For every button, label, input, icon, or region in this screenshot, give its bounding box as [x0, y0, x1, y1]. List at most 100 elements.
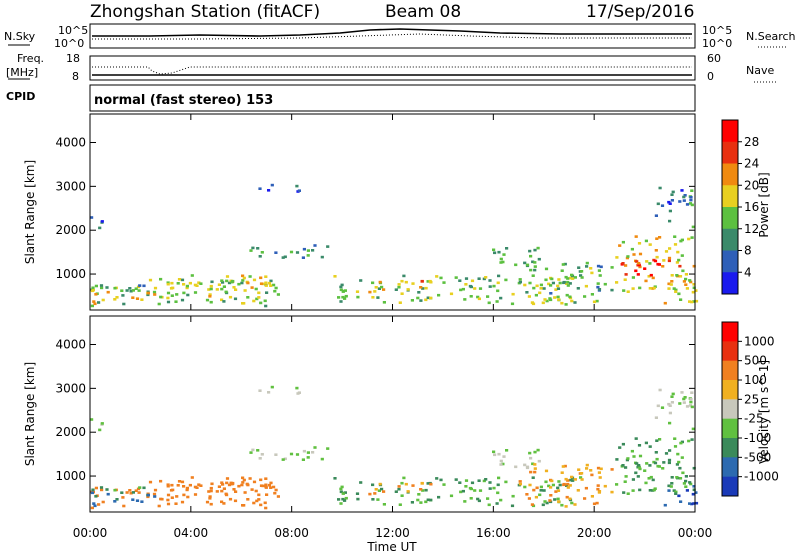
- power-echo-cell-5: [283, 255, 287, 259]
- power-echo-cell-14: [668, 209, 672, 213]
- power-echo-cell-11: [644, 279, 648, 283]
- power-echo-cell-7: [496, 289, 500, 293]
- velocity-echo-cell-11: [648, 464, 652, 467]
- power-echo-cell-7: [376, 296, 380, 299]
- velocity-echo-cell-4: [171, 488, 175, 492]
- power-echo-cell-14: [689, 195, 693, 199]
- power-echo-cell-5: [311, 249, 315, 252]
- x-axis-label: Time UT: [366, 540, 417, 554]
- power-echo-cell-1: [243, 289, 247, 292]
- power-echo-cell-11: [658, 236, 662, 239]
- power-echo-cell-9: [531, 260, 535, 264]
- velocity-echo-cell-7: [469, 497, 473, 500]
- velocity-echo-cell-13: [685, 489, 689, 492]
- velocity-echo-cell-7: [531, 476, 535, 479]
- power-colorbar-tick-label: 20: [744, 178, 759, 192]
- velocity-echo-cell-7: [424, 500, 428, 504]
- power-echo-cell-9: [536, 246, 540, 250]
- power-echo-cell-14: [660, 204, 665, 207]
- velocity-echo-cell-11: [651, 478, 655, 482]
- power-echo-cell-5: [251, 246, 255, 250]
- velocity-echo-cell-4: [241, 481, 245, 484]
- velocity-echo-cell-2: [92, 502, 96, 505]
- velocity-echo-cell-7: [553, 498, 557, 501]
- velocity-echo-cell-4: [197, 483, 201, 486]
- velocity-echo-cell-8: [382, 490, 386, 493]
- velocity-echo-cell-8: [404, 482, 408, 486]
- power-echo-cell-10: [566, 280, 570, 284]
- velocity-echo-cell-9: [499, 463, 503, 466]
- power-echo-cell-9: [514, 263, 518, 267]
- power-echo-cell-7: [492, 284, 496, 288]
- velocity-echo-cell-7: [523, 485, 527, 489]
- velocity-echo-cell-4: [182, 493, 186, 497]
- velocity-echo-cell-7: [417, 493, 421, 496]
- velocity-echo-cell-4: [234, 490, 238, 493]
- velocity-echo-cell-7: [439, 478, 443, 482]
- power-echo-cell-9: [493, 251, 497, 255]
- velocity-echo-cell-14: [670, 395, 674, 398]
- velocity-echo-cell-11: [647, 477, 651, 480]
- power-echo-cell-6: [297, 189, 301, 192]
- velocity-echo-cell-14: [690, 405, 694, 409]
- power-y-tick-label: 1000: [55, 267, 86, 281]
- velocity-echo-cell-3: [91, 488, 95, 492]
- power-echo-cell-8: [368, 290, 372, 294]
- velocity-echo-cell-10: [533, 463, 537, 466]
- velocity-echo-cell-12: [678, 466, 682, 470]
- velocity-echo-cell-7: [449, 494, 454, 498]
- velocity-echo-cell-7: [497, 476, 501, 480]
- power-echo-cell-7: [545, 299, 549, 303]
- power-echo-cell-10: [597, 269, 601, 272]
- power-echo-cell-5: [258, 255, 262, 258]
- velocity-echo-cell-7: [469, 487, 473, 491]
- power-echo-cell-8: [419, 286, 423, 289]
- power-echo-cell-2: [131, 296, 135, 299]
- velocity-echo-cell-7: [459, 490, 463, 494]
- velocity-colorbar-tick-label: 100: [744, 373, 767, 387]
- velocity-echo-cell-5: [289, 452, 294, 456]
- velocity-echo-cell-1: [153, 488, 158, 492]
- power-echo-cell-4: [246, 281, 250, 285]
- power-echo-cell-7: [421, 287, 425, 290]
- velocity-echo-cell-1: [128, 489, 132, 492]
- power-echo-cell-10: [544, 267, 549, 271]
- x-tick-label: 12:00: [375, 526, 410, 540]
- velocity-echo-cell-13: [688, 502, 692, 505]
- power-echo-cell-7: [394, 288, 398, 291]
- power-echo-cell-11: [690, 236, 694, 239]
- velocity-echo-cell-7: [495, 502, 499, 505]
- noise-tick-top-left: 10^5: [58, 24, 88, 37]
- power-echo-cell-7: [402, 274, 406, 278]
- power-echo-cell-4: [242, 276, 246, 280]
- power-echo-cell-1: [205, 298, 210, 302]
- velocity-echo-cell-7: [402, 476, 406, 480]
- power-echo-cell-13: [688, 300, 692, 303]
- velocity-colorbar-segment: [722, 341, 738, 362]
- velocity-echo-cell-11: [632, 455, 636, 458]
- power-echo-cell-9: [537, 257, 541, 261]
- power-echo-cell-7: [435, 275, 439, 278]
- power-echo-cell-7: [355, 290, 360, 293]
- velocity-echo-cell-14: [678, 402, 682, 405]
- velocity-echo-cell-8: [420, 482, 424, 485]
- power-echo-cell-11: [626, 255, 630, 258]
- power-echo-cell-10: [576, 287, 580, 290]
- velocity-echo-cell-1: [97, 503, 101, 506]
- velocity-echo-cell-1: [273, 491, 277, 495]
- velocity-echo-cell-10: [554, 490, 558, 493]
- power-echo-cell-7: [484, 276, 488, 279]
- velocity-echo-cell-1: [101, 500, 105, 504]
- velocity-echo-cell-11: [673, 445, 678, 448]
- velocity-echo-cell-7: [504, 480, 508, 484]
- power-echo-cell-5: [302, 247, 306, 251]
- power-echo-cell-7: [341, 290, 345, 293]
- velocity-echo-cell-7: [337, 498, 341, 501]
- power-echo-cell-10: [570, 273, 574, 277]
- power-echo-cell-7: [543, 298, 547, 301]
- power-echo-cell-7: [458, 279, 462, 282]
- velocity-echo-cell-1: [267, 483, 272, 487]
- velocity-echo-cell-9: [493, 453, 497, 457]
- power-echo-cell-10: [596, 285, 600, 289]
- velocity-echo-cell-11: [667, 458, 672, 462]
